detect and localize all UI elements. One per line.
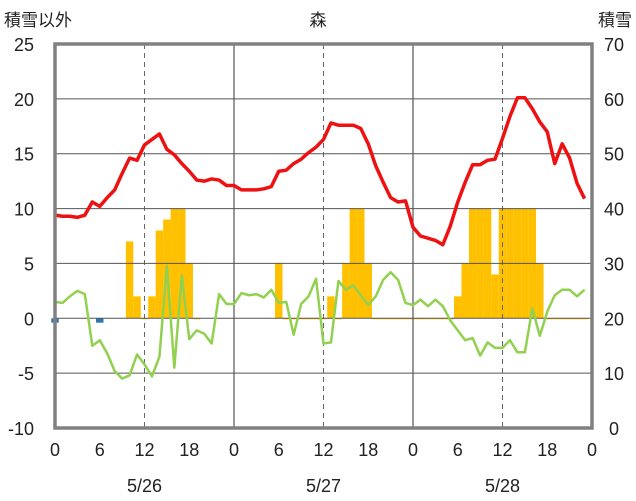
series-line-0 xyxy=(54,96,587,247)
right-axis-label: 積雪 xyxy=(598,11,632,31)
left-tick-label: 20 xyxy=(14,90,34,110)
left-tick-label: 0 xyxy=(24,309,34,329)
bar-2-11 xyxy=(282,318,290,320)
bar-2-13 xyxy=(297,318,305,320)
right-tick-label: 40 xyxy=(604,200,624,220)
bar-2-49 xyxy=(565,318,574,320)
left-axis-label: 積雪以外 xyxy=(4,11,72,31)
bar-2-24 xyxy=(379,318,387,320)
x-tick-label: 12 xyxy=(134,440,154,460)
right-tick-label: 50 xyxy=(604,145,624,165)
bar-2-35 xyxy=(461,263,469,319)
x-tick-label: 6 xyxy=(453,440,463,460)
bar-2-10 xyxy=(275,263,283,319)
left-tick-label: 10 xyxy=(14,200,34,220)
x-tick-label: 0 xyxy=(587,440,597,460)
right-tick-label: 30 xyxy=(604,254,624,274)
bar-2-39 xyxy=(491,274,499,319)
bar-2-23 xyxy=(371,318,380,320)
right-tick-label: 10 xyxy=(604,364,624,384)
bar-2-14 xyxy=(304,318,313,320)
right-tick-label: 0 xyxy=(609,419,619,439)
bar-2-30 xyxy=(424,318,432,320)
x-tick-label: 18 xyxy=(537,440,557,460)
bar-3-1 xyxy=(96,318,104,323)
left-tick-label: -5 xyxy=(18,364,34,384)
bar-2-31 xyxy=(431,318,440,320)
right-tick-label: 60 xyxy=(604,90,624,110)
x-tick-label: 6 xyxy=(274,440,284,460)
bar-2-34 xyxy=(454,296,462,319)
date-label: 5/26 xyxy=(127,476,162,496)
left-tick-label: 25 xyxy=(14,35,34,55)
bar-2-15 xyxy=(312,318,320,320)
bar-2-25 xyxy=(386,318,395,320)
bar-2-32 xyxy=(439,318,447,320)
date-label: 5/27 xyxy=(306,476,341,496)
plot-frame xyxy=(53,42,594,430)
left-tick-label: -10 xyxy=(8,419,34,439)
x-tick-label: 12 xyxy=(492,440,512,460)
chart-title: 森 xyxy=(310,11,327,31)
bar-2-27 xyxy=(401,318,410,320)
x-tick-label: 18 xyxy=(358,440,378,460)
bar-2-12 xyxy=(289,318,298,320)
x-tick-label: 12 xyxy=(313,440,333,460)
bar-2-50 xyxy=(573,318,581,320)
bar-2-51 xyxy=(580,318,589,320)
bar-2-1 xyxy=(133,296,141,319)
left-tick-label: 15 xyxy=(14,145,34,165)
bar-2-4 xyxy=(155,230,164,319)
bar-2-22 xyxy=(364,263,372,319)
bar-2-9 xyxy=(192,318,201,320)
left-tick-label: 5 xyxy=(24,254,34,274)
bar-2-46 xyxy=(543,318,551,320)
bar-2-47 xyxy=(550,318,559,320)
x-tick-label: 0 xyxy=(229,440,239,460)
bar-2-3 xyxy=(148,296,156,319)
date-label: 5/28 xyxy=(485,476,520,496)
right-tick-label: 70 xyxy=(604,35,624,55)
bar-2-0 xyxy=(125,241,134,319)
right-tick-label: 20 xyxy=(604,309,624,329)
x-tick-label: 0 xyxy=(408,440,418,460)
bar-2-18 xyxy=(334,318,343,320)
bar-2-8 xyxy=(185,263,193,319)
bar-2-26 xyxy=(394,318,402,320)
x-tick-label: 6 xyxy=(95,440,105,460)
bar-2-48 xyxy=(558,318,566,320)
x-tick-label: 18 xyxy=(179,440,199,460)
series-line-1 xyxy=(54,264,586,380)
bar-2-29 xyxy=(416,318,425,320)
bar-2-45 xyxy=(536,263,544,319)
x-tick-label: 0 xyxy=(50,440,60,460)
bar-2-17 xyxy=(327,296,335,319)
